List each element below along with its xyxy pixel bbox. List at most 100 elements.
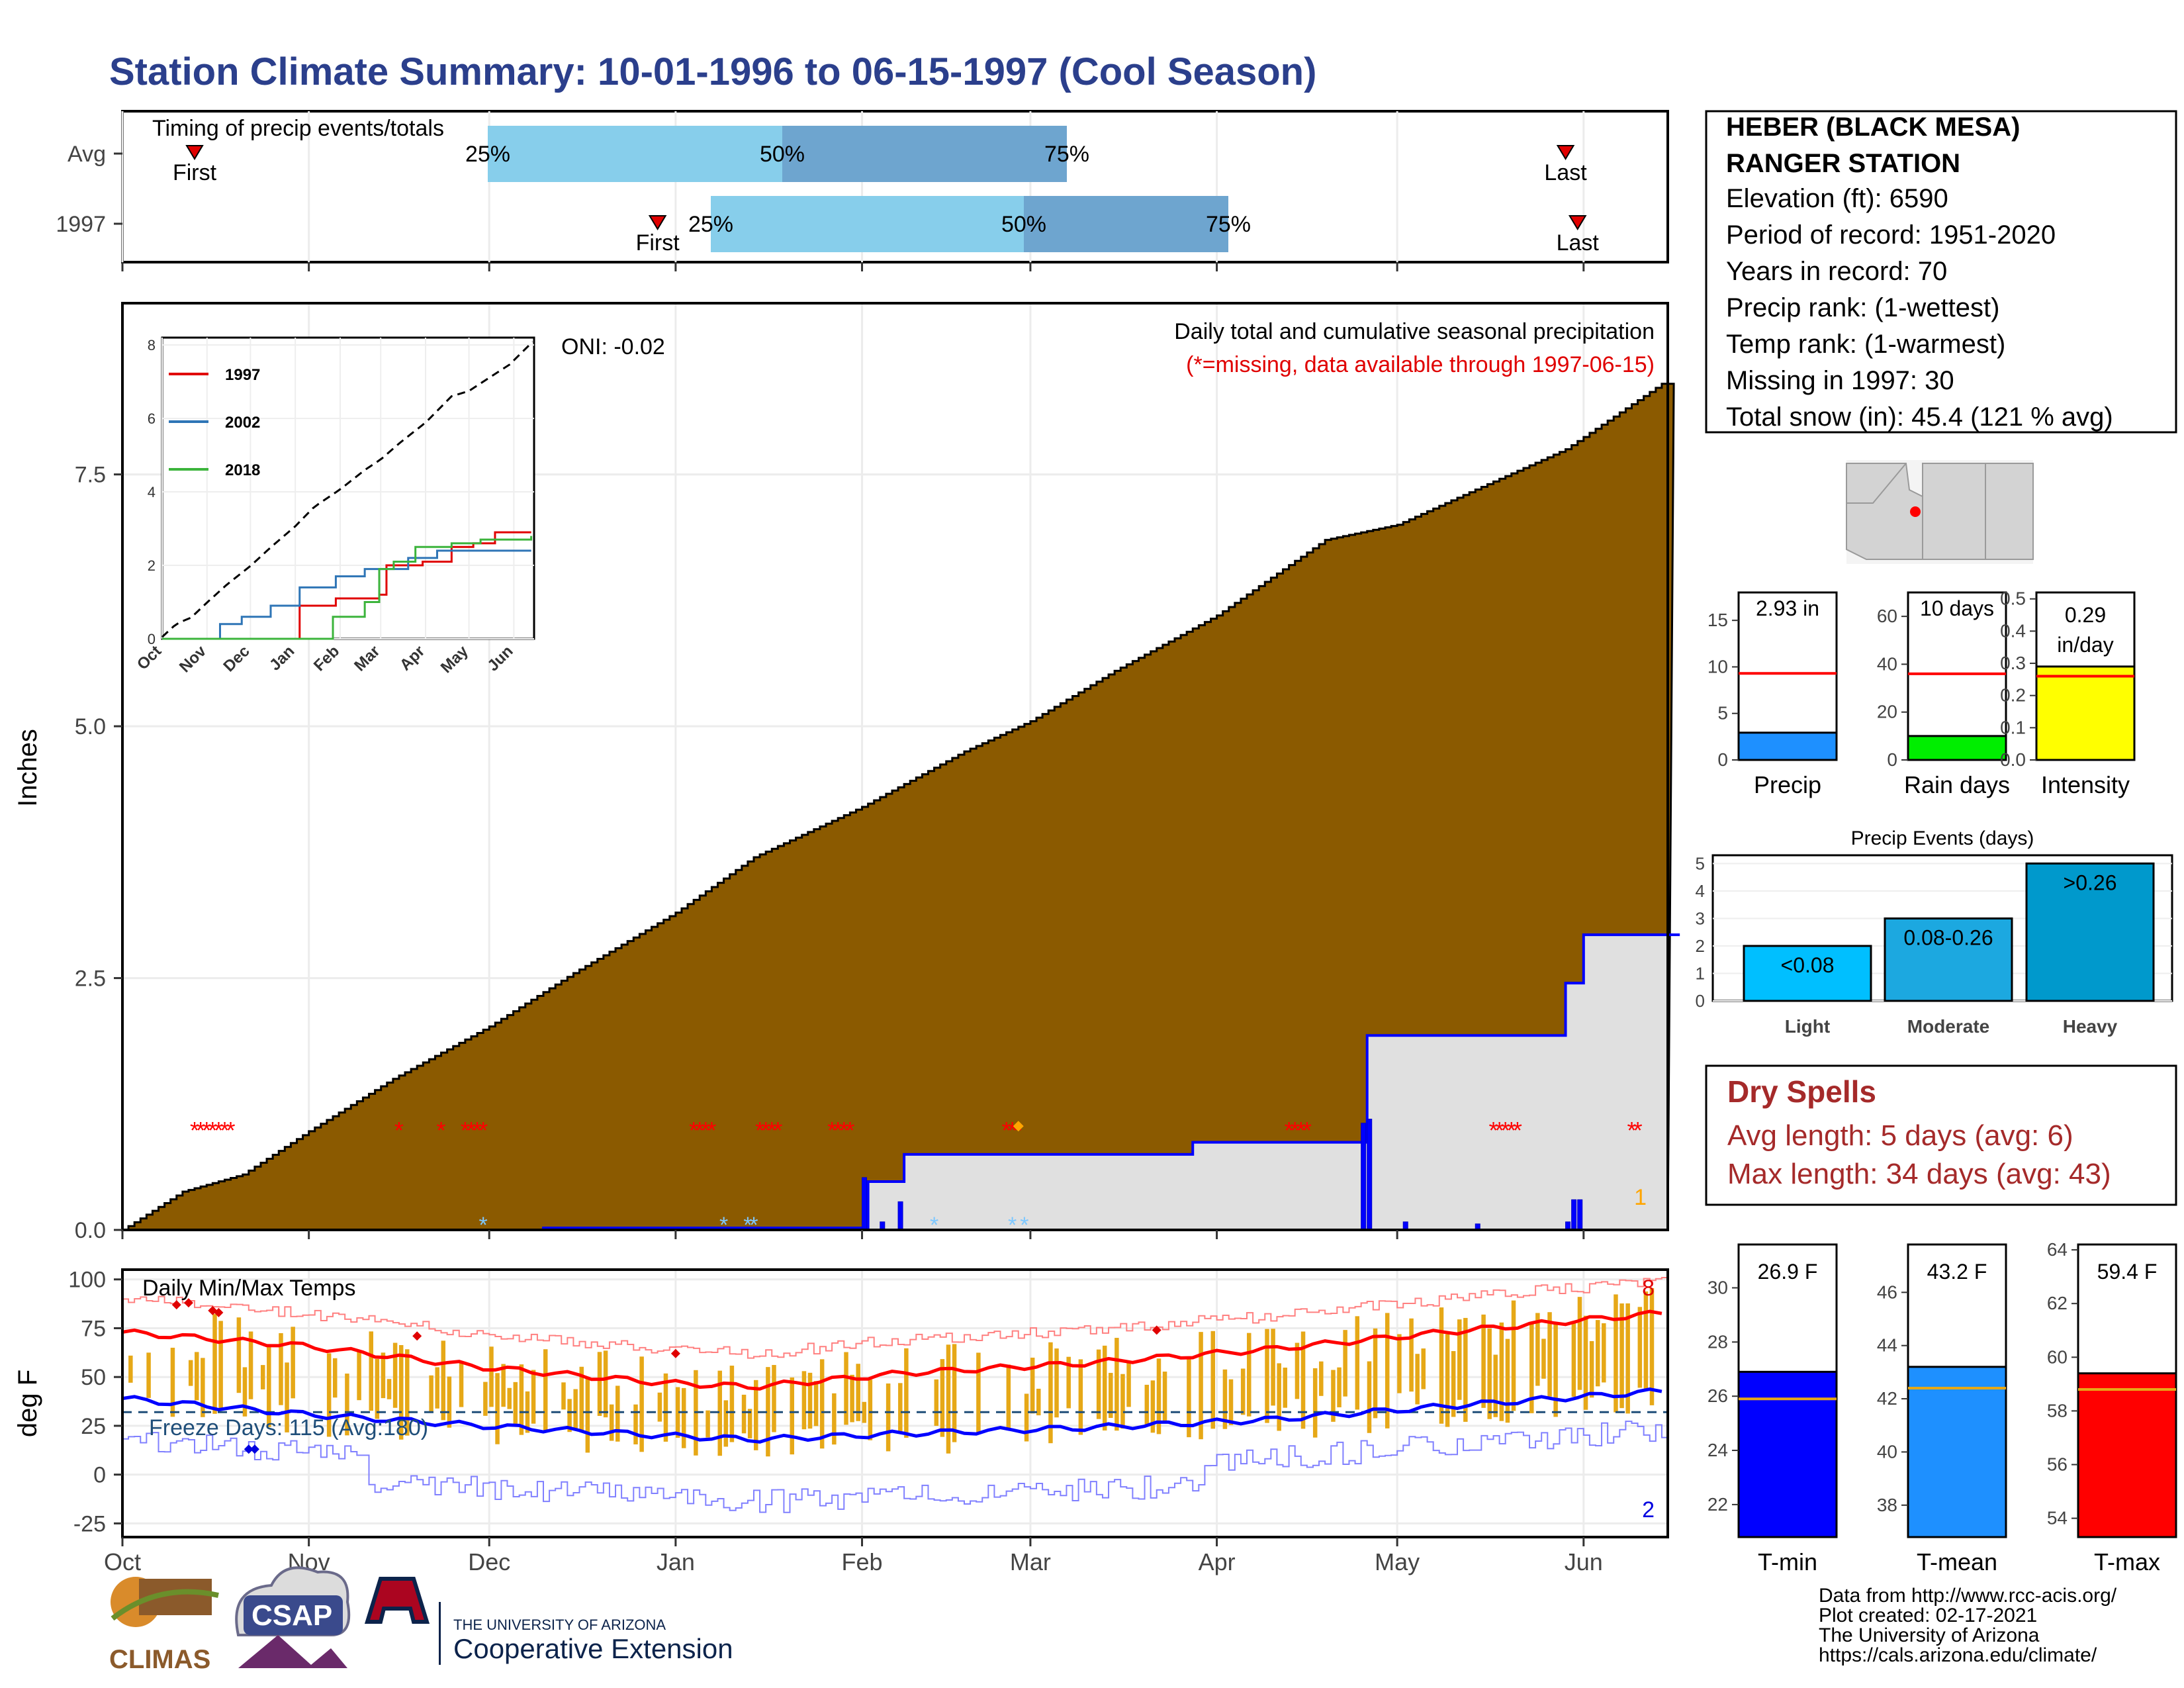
- daily-temp-bar: [729, 1366, 735, 1442]
- daily-temp-bar: [1529, 1324, 1534, 1413]
- temp-y-tick: 60: [2047, 1346, 2068, 1367]
- daily-temp-bar: [369, 1331, 374, 1411]
- daily-temp-bar: [1583, 1315, 1588, 1410]
- record-min-line: [122, 1421, 1668, 1513]
- daily-temp-bar: [279, 1333, 283, 1405]
- daily-temp-bar: [790, 1377, 795, 1455]
- daily-precip-bar: [897, 1201, 903, 1231]
- temp-y-tick: 62: [2047, 1293, 2068, 1313]
- precip-panel-title: Daily total and cumulative seasonal prec…: [1174, 319, 1655, 344]
- last-marker: [1568, 215, 1587, 230]
- daily-temp-bar: [898, 1383, 903, 1434]
- temp-y-tick: 42: [1877, 1388, 1897, 1409]
- missing-day-marker: *: [467, 1117, 476, 1144]
- station-name-line1: HEBER (BLACK MESA): [1726, 113, 2020, 142]
- missing-day-marker: *: [845, 1117, 854, 1144]
- daily-temp-bar: [1312, 1368, 1318, 1438]
- temp-y-tick: 56: [2047, 1454, 2068, 1475]
- p25-label: 25%: [465, 142, 510, 167]
- mini-y-tick: 5: [1717, 703, 1728, 724]
- mini-y-tick: 0.3: [2000, 653, 2026, 673]
- missing-day-marker: *: [1291, 1117, 1300, 1144]
- month-label: Dec: [468, 1548, 510, 1575]
- footer-line: Plot created: 02-17-2021: [1819, 1605, 2037, 1626]
- daily-temp-bar: [1126, 1362, 1131, 1407]
- daily-temp-bar: [1054, 1348, 1059, 1418]
- missing-day-marker: *: [755, 1117, 764, 1144]
- corner-count: 1: [1634, 1185, 1647, 1210]
- daily-temp-bar: [772, 1365, 776, 1432]
- missing-day-marker: *: [1297, 1117, 1306, 1144]
- record-min-marker: [244, 1444, 253, 1454]
- daily-temp-bar: [952, 1344, 957, 1442]
- month-label: Oct: [104, 1548, 141, 1575]
- temp-y-tick: 26: [1707, 1385, 1728, 1406]
- record-max-marker: [183, 1298, 193, 1308]
- logos: CLIMAS CSAP THE UNIVERSITY OF ARIZONA Co…: [109, 1566, 733, 1674]
- daily-temp-bar: [236, 1317, 242, 1393]
- missing-day-marker: *: [1008, 1117, 1017, 1144]
- daily-temp-bar: [1150, 1380, 1156, 1433]
- events-y-tick: 3: [1696, 908, 1705, 928]
- month-label: Apr: [1199, 1548, 1236, 1575]
- temp-y-tick: 22: [1707, 1494, 1728, 1515]
- daily-temp-bar: [1115, 1338, 1119, 1431]
- events-bar: [1743, 945, 1872, 1002]
- inset-y-tick: 4: [148, 484, 156, 500]
- daily-temp-bar: [1571, 1321, 1576, 1397]
- daily-temp-bar: [483, 1382, 488, 1416]
- daily-temp-bar: [1541, 1338, 1546, 1379]
- mini-y-tick: 40: [1877, 653, 1897, 674]
- daily-temp-bar: [1505, 1338, 1510, 1423]
- record-max-marker: [171, 1300, 181, 1310]
- daily-temp-bar: [170, 1347, 175, 1417]
- p25-label: 25%: [688, 212, 733, 237]
- quartile-bar-25-50: [711, 196, 1024, 252]
- freeze-days-label: Freeze Days: 115 (Avg:180): [149, 1415, 428, 1440]
- daily-temp-bar: [291, 1327, 295, 1399]
- daily-temp-bar: [218, 1321, 223, 1409]
- month-axis: Oct Nov Dec Jan Feb Mar Apr May Jun: [104, 1548, 1603, 1575]
- inset-series-line: [162, 549, 531, 640]
- daily-temp-bar: [657, 1392, 662, 1422]
- daily-temp-bar: [260, 1365, 265, 1389]
- daily-temp-bar: [1078, 1359, 1083, 1435]
- daily-temp-bar: [1463, 1317, 1468, 1422]
- temp-value-bar: [1907, 1366, 2007, 1538]
- daily-temp-bar: [1295, 1342, 1300, 1399]
- mini-y-tick: 0.0: [2000, 749, 2026, 770]
- events-category-label: Light: [1785, 1016, 1830, 1037]
- avg-min-line: [122, 1387, 1662, 1444]
- csap-text: CSAP: [251, 1599, 332, 1632]
- events-y-tick: 2: [1696, 936, 1705, 956]
- daily-temp-bar: [1511, 1300, 1516, 1411]
- daily-temp-bar: [212, 1314, 217, 1414]
- temp-y-tick: 44: [1877, 1335, 1897, 1356]
- daily-temp-bar: [753, 1380, 758, 1450]
- missing-day-marker: *: [202, 1117, 211, 1144]
- daily-temp-bar: [561, 1382, 566, 1410]
- daily-temp-bar: [633, 1404, 638, 1444]
- footer-line: The University of Arizona: [1819, 1624, 2040, 1646]
- daily-temp-bar: [405, 1349, 410, 1436]
- daily-temp-bar: [429, 1375, 433, 1413]
- station-marker: [1910, 506, 1921, 517]
- last-label: Last: [1557, 230, 1600, 256]
- snow-marker: *: [479, 1213, 488, 1238]
- daily-temp-bar: [1066, 1356, 1071, 1409]
- daily-temp-bar: [868, 1380, 873, 1440]
- y-tick-label: 75: [81, 1316, 106, 1341]
- footer-line: https://cals.arizona.edu/climate/: [1819, 1644, 2097, 1666]
- daily-temp-bar: [946, 1344, 951, 1454]
- footer-credits: Data from http://www.rcc-acis.org/ Plot …: [1819, 1585, 2117, 1666]
- temp-y-tick: 58: [2047, 1400, 2068, 1421]
- missing-day-marker: *: [196, 1117, 205, 1144]
- daily-temp-bar: [1048, 1342, 1053, 1444]
- missing-day-marker: *: [394, 1117, 404, 1144]
- quartile-bar-50-75: [1024, 196, 1228, 252]
- station-line: Total snow (in): 45.4 (121 % avg): [1726, 402, 2113, 432]
- missing-day-marker: *: [1633, 1117, 1643, 1144]
- daily-temp-bar: [615, 1385, 620, 1442]
- daily-temp-bar: [501, 1364, 506, 1407]
- mini-chart-frame: [1907, 591, 2007, 761]
